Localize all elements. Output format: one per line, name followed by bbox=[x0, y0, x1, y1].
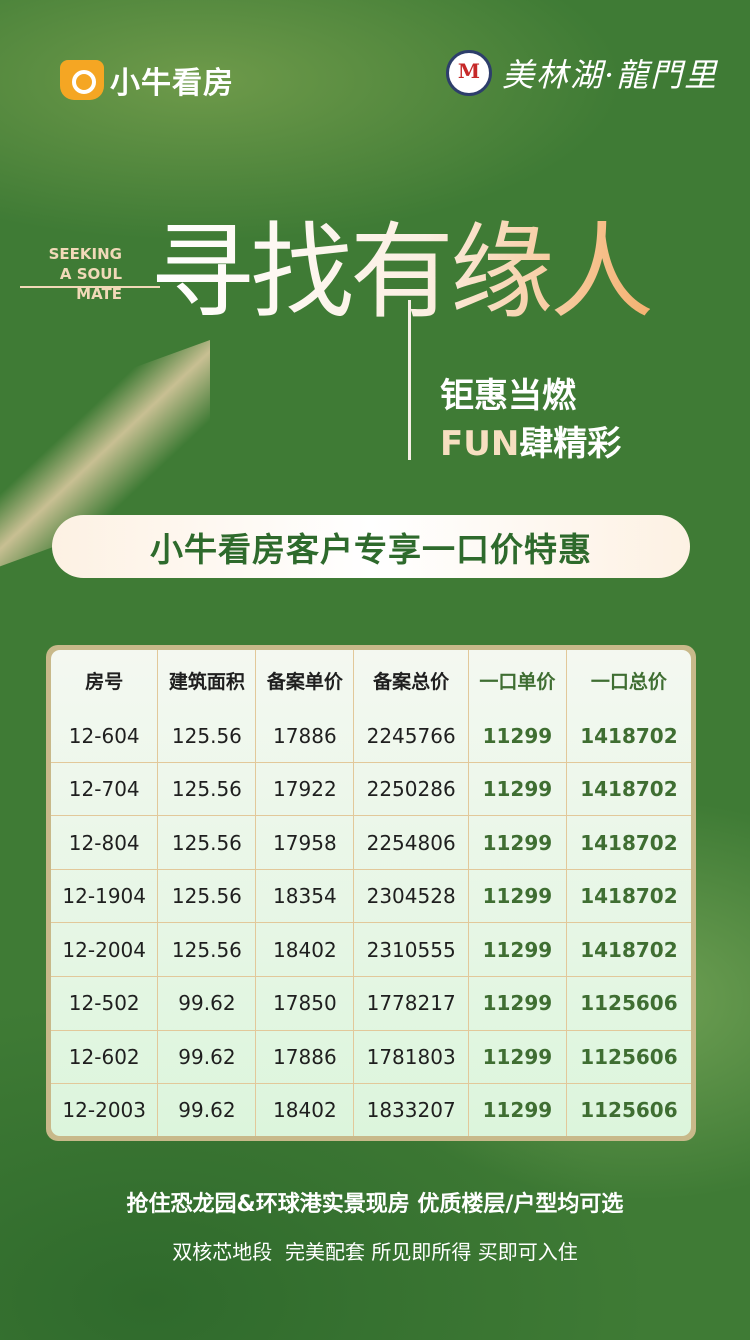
table-cell: 1125606 bbox=[565, 1029, 691, 1085]
table-cell: 17886 bbox=[255, 710, 355, 763]
brand-right-name: 美林湖·龍門里 bbox=[502, 56, 719, 94]
table-cell: 125.56 bbox=[157, 868, 257, 924]
table-cell: 2245766 bbox=[353, 710, 469, 763]
table-cell: 18402 bbox=[255, 922, 355, 977]
table-cell: 1125606 bbox=[565, 976, 691, 1031]
table-cell: 17886 bbox=[255, 1029, 355, 1085]
brand-logo-right: 美林湖·龍門里 bbox=[446, 50, 718, 96]
subtitle-fun: FUN bbox=[440, 424, 520, 464]
table-cell: 1778217 bbox=[353, 976, 469, 1031]
table-cell: 12-602 bbox=[51, 1029, 159, 1085]
table-cell: 11299 bbox=[467, 761, 567, 817]
table-cell: 11299 bbox=[467, 1083, 567, 1136]
table-cell: 2310555 bbox=[353, 922, 469, 977]
table-cell: 17958 bbox=[255, 815, 355, 870]
column-header: 备案单价 bbox=[255, 650, 355, 710]
english-tagline: SEEKING A SOUL MATE bbox=[22, 244, 122, 304]
table-row: 12-2003 99.62 18402 1833207 11299 1125606 bbox=[51, 1083, 691, 1136]
offer-banner: 小牛看房客户专享一口价特惠 bbox=[52, 515, 690, 578]
table-cell: 11299 bbox=[467, 868, 567, 924]
table-cell: 125.56 bbox=[157, 815, 257, 870]
table-row: 12-2004 125.56 18402 2310555 11299 1418702 bbox=[51, 922, 691, 977]
table-cell: 11299 bbox=[467, 1029, 567, 1085]
table-cell: 125.56 bbox=[157, 761, 257, 817]
table-cell: 1418702 bbox=[565, 868, 691, 924]
table-cell: 11299 bbox=[467, 922, 567, 977]
table-header-row: 房号 建筑面积 备案单价 备案总价 一口单价 一口总价 bbox=[51, 650, 691, 710]
hero-subtitle-1: 钜惠当燃 bbox=[440, 376, 576, 416]
hero-subtitle-2: FUN肆精彩 bbox=[440, 416, 621, 465]
table-cell: 99.62 bbox=[157, 1083, 257, 1136]
table-cell: 12-502 bbox=[51, 976, 159, 1031]
footer-line-2: 双核芯地段 完美配套 所见即所得 买即可入住 bbox=[172, 1240, 578, 1264]
table-row: 12-602 99.62 17886 1781803 11299 1125606 bbox=[51, 1029, 691, 1085]
table-cell: 12-804 bbox=[51, 815, 159, 870]
vertical-divider bbox=[408, 300, 411, 460]
footer-line-1: 抢住恐龙园&环球港实景现房 优质楼层/户型均可选 bbox=[126, 1192, 624, 1217]
table-row: 12-502 99.62 17850 1778217 11299 1125606 bbox=[51, 976, 691, 1031]
column-header: 一口总价 bbox=[565, 650, 691, 710]
table-cell: 2250286 bbox=[353, 761, 469, 817]
table-cell: 1418702 bbox=[565, 710, 691, 763]
table-cell: 12-1904 bbox=[51, 868, 159, 924]
price-table: 房号 建筑面积 备案单价 备案总价 一口单价 一口总价 12-604 125.56 17886… bbox=[51, 650, 691, 1136]
table-cell: 1781803 bbox=[353, 1029, 469, 1085]
tagline-line-1: SEEKING bbox=[48, 245, 122, 263]
table-cell: 125.56 bbox=[157, 922, 257, 977]
seal-peacock-feather-icon bbox=[446, 50, 492, 96]
table-cell: 11299 bbox=[467, 710, 567, 763]
column-header: 一口单价 bbox=[467, 650, 567, 710]
table-cell: 1418702 bbox=[565, 815, 691, 870]
table-cell: 12-604 bbox=[51, 710, 159, 763]
table-cell: 11299 bbox=[467, 815, 567, 870]
table-cell: 99.62 bbox=[157, 976, 257, 1031]
bull-head-search-icon bbox=[60, 60, 104, 100]
table-cell: 11299 bbox=[467, 976, 567, 1031]
table-cell: 2254806 bbox=[353, 815, 469, 870]
table-row: 12-604 125.56 17886 2245766 11299 1418702 bbox=[51, 710, 691, 763]
price-table-frame: 房号 建筑面积 备案单价 备案总价 一口单价 一口总价 12-604 125.56 17886… bbox=[46, 645, 696, 1141]
table-row: 12-804 125.56 17958 2254806 11299 1418702 bbox=[51, 815, 691, 870]
subtitle-rest: 肆精彩 bbox=[519, 424, 622, 464]
table-cell: 99.62 bbox=[157, 1029, 257, 1085]
table-cell: 125.56 bbox=[157, 710, 257, 763]
table-cell: 18402 bbox=[255, 1083, 355, 1136]
tagline-line-2: A SOUL MATE bbox=[59, 265, 122, 303]
table-cell: 17922 bbox=[255, 761, 355, 817]
table-cell: 1833207 bbox=[353, 1083, 469, 1136]
divider bbox=[20, 286, 160, 288]
table-row: 12-1904 125.56 18354 2304528 11299 1418702 bbox=[51, 868, 691, 924]
table-cell: 18354 bbox=[255, 868, 355, 924]
table-cell: 1125606 bbox=[565, 1083, 691, 1136]
column-header: 房号 bbox=[51, 650, 159, 710]
hero-title: 寻找有缘人 bbox=[150, 211, 654, 333]
column-header: 建筑面积 bbox=[157, 650, 257, 710]
table-cell: 12-2003 bbox=[51, 1083, 159, 1136]
brand-logo-left: 小牛看房 bbox=[60, 58, 234, 102]
table-cell: 1418702 bbox=[565, 922, 691, 977]
table-cell: 1418702 bbox=[565, 761, 691, 817]
table-cell: 2304528 bbox=[353, 868, 469, 924]
table-row: 12-704 125.56 17922 2250286 11299 1418702 bbox=[51, 761, 691, 817]
table-cell: 12-704 bbox=[51, 761, 159, 817]
column-header: 备案总价 bbox=[353, 650, 469, 710]
brand-left-name: 小牛看房 bbox=[110, 66, 234, 101]
table-cell: 12-2004 bbox=[51, 922, 159, 977]
table-cell: 17850 bbox=[255, 976, 355, 1031]
